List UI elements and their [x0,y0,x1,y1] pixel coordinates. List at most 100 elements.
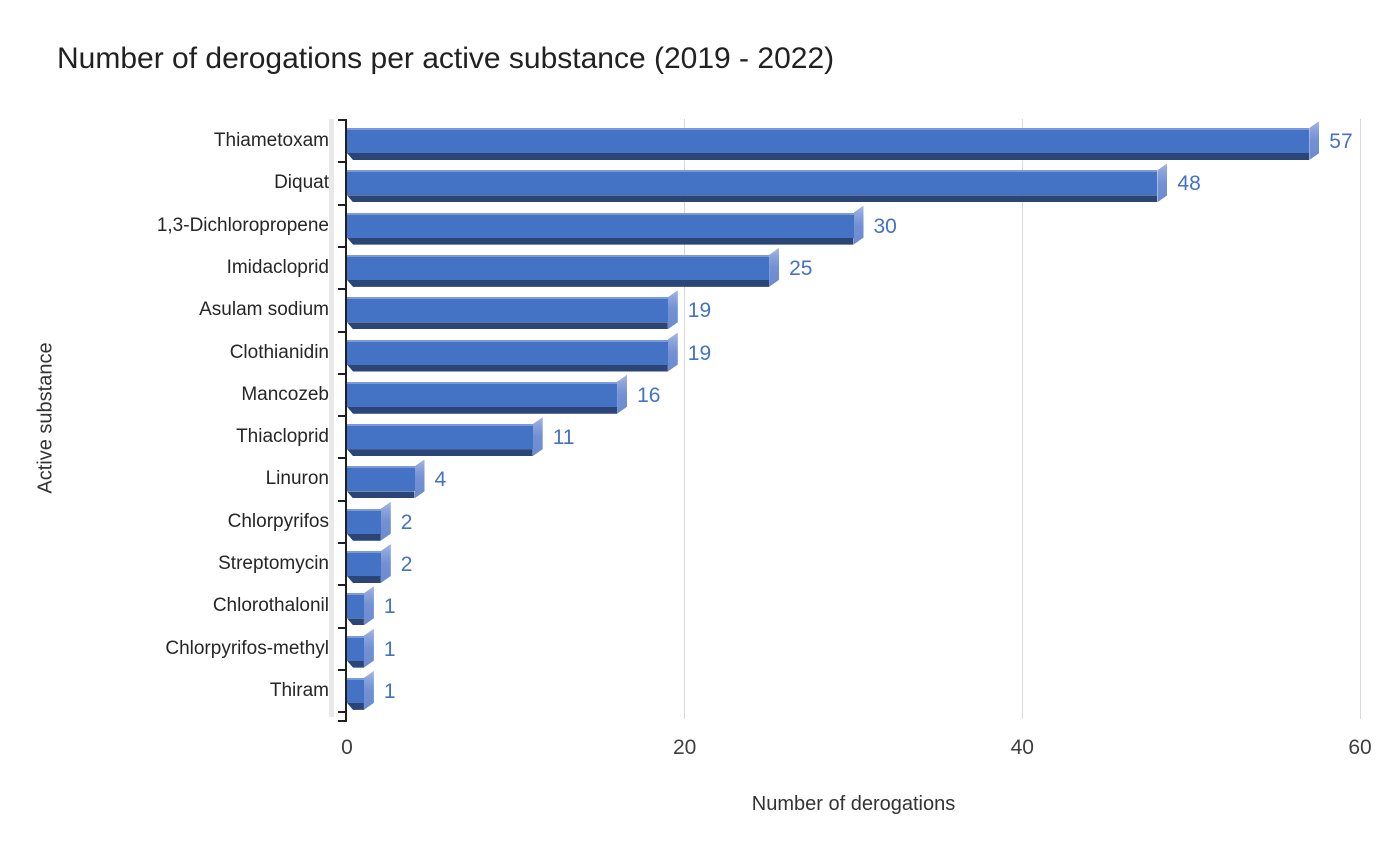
bar [347,290,678,330]
y-axis-tick-mark [338,668,347,671]
bar-row: 1 [347,670,1360,710]
category-label: Thiametoxam [213,130,329,151]
bar-row: 25 [347,247,1360,287]
y-axis-tick-mark [338,288,347,291]
y-axis-tick-mark [338,415,347,418]
category-axis-labels: Thiametoxam Diquat 1,3-Dichloropropene Imid… [0,119,337,722]
bar [347,544,391,583]
bar-shadow-3d [347,237,854,245]
bar-value-label: 1 [383,595,396,619]
y-axis-tick-mark [338,499,347,502]
category-label: Imidacloprid [226,256,329,278]
bar-shadow-3d [347,449,533,457]
bar-shadow-3d [347,702,364,710]
bar-value-label: 30 [873,214,897,238]
bar-shadow-3d [347,364,668,372]
bar-shadow-3d [347,576,381,583]
y-axis-tick-mark [338,542,347,544]
y-axis-line [345,119,347,722]
bar-row: 57 [347,121,1360,160]
bar-cap-3d [363,628,374,668]
y-axis-tick-mark [338,330,347,333]
bar-cap-3d [532,417,543,457]
category-label: 1,3-Dichloropropene [156,214,329,236]
x-tick-label: 60 [1348,736,1372,759]
bar-cap-3d [667,290,678,330]
y-axis-tick-mark [338,626,347,629]
bar-shadow-3d [347,533,381,541]
bar [347,459,425,499]
x-tick-label: 20 [673,736,697,759]
chart-title: Number of derogations per active substan… [57,42,835,75]
bar-row: 16 [347,374,1360,414]
bar-row: 11 [347,417,1360,457]
category-label: Chlorpyrifos [227,510,329,532]
bar-cap-3d [667,332,678,372]
bar-row: 2 [347,544,1360,583]
bar-row: 4 [347,459,1360,499]
category-label: Mancozeb [241,383,329,405]
bar-cap-3d [414,459,425,499]
bar-value-label: 19 [687,299,712,323]
bar-cap-3d [380,501,391,541]
category-label: Diquat [274,172,329,194]
gridline [1021,119,1023,719]
category-label: Thiacloprid [236,426,329,448]
bar-cap-3d [363,670,374,710]
bar [347,586,374,626]
y-axis-tick-mark [338,720,347,722]
bar [347,121,1320,160]
bar-cap-3d [769,247,780,287]
y-axis-tick-mark [338,161,347,164]
bar-row: 19 [347,290,1360,330]
bar [347,332,678,372]
bar-value-label: 19 [687,341,712,365]
bar [347,417,543,457]
bar-row: 19 [347,332,1360,372]
bar-value-label: 2 [400,553,413,576]
gridline [1359,119,1361,719]
x-tick-label: 40 [1010,736,1034,759]
bar-shadow-3d [347,406,618,414]
gridline [684,119,686,719]
category-label: Chlorothalonil [212,595,329,617]
bar-shadow-3d [347,153,1310,160]
bar-value-label: 25 [789,256,813,280]
bar-row: 30 [347,205,1360,245]
bar-value-label: 2 [400,510,413,534]
bar-value-label: 4 [434,468,447,492]
bar [347,670,374,710]
bar [347,247,780,287]
y-axis-tick-mark [338,203,347,206]
bar-value-label: 11 [552,426,575,450]
y-axis-tick-mark [338,711,347,714]
plot-area: 57 48 30 25 19 19 16 11 4 2 2 1 1 1 0 20 40 60 [329,119,1372,759]
bar-value-label: 48 [1177,172,1201,196]
bar-shadow-3d [347,322,668,330]
bar-value-label: 1 [383,637,396,661]
y-axis-tick-mark [338,245,347,248]
bar [347,163,1168,203]
y-axis-tick-mark [338,457,347,460]
bar [347,501,391,541]
category-label: Thiram [269,679,329,701]
bar-value-label: 57 [1329,130,1353,153]
bar [347,628,374,668]
bar [347,374,628,414]
bar-shadow-3d [347,491,415,499]
category-label: Chlorpyrifos-methyl [165,637,329,659]
y-axis-tick-mark [338,119,347,121]
bar-cap-3d [1157,163,1168,203]
bar-cap-3d [617,374,628,414]
bar-cap-3d [363,586,374,626]
bar-cap-3d [853,205,864,245]
bar-row: 1 [347,628,1360,668]
bar-row: 1 [347,586,1360,626]
y-axis-tick-mark [338,372,347,375]
category-label: Streptomycin [218,553,329,574]
bar-shadow-3d [347,195,1158,203]
bar-value-label: 1 [383,679,396,703]
bar [347,205,864,245]
bar-shadow-3d [347,660,364,668]
